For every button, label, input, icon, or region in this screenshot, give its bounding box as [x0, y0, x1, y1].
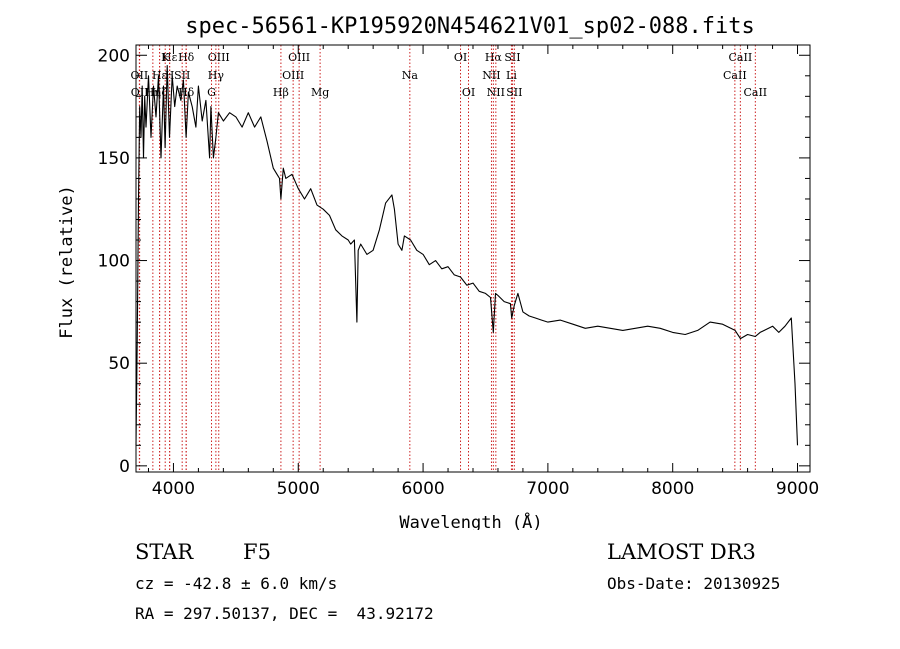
marker-label-28: CaII [723, 69, 747, 82]
marker-label-14: OIII [288, 51, 310, 64]
marker-label-11: OIII [208, 51, 230, 64]
y-tick-label-1: 50 [108, 354, 130, 374]
marker-label-4: Hε [152, 69, 168, 82]
y-tick-label-3: 150 [98, 149, 130, 169]
marker-label-1: K [161, 51, 170, 64]
x-tick-label-2: 6000 [401, 479, 444, 499]
y-axis-label: Flux (relative) [57, 185, 77, 339]
marker-label-29: CaII [743, 86, 767, 99]
marker-label-6: SII [174, 69, 190, 82]
marker-label-27: CaII [729, 51, 753, 64]
x-tick-label-0: 4000 [152, 479, 195, 499]
marker-label-16: Hβ [273, 86, 289, 99]
chart-title: spec-56561-KP195920N454621V01_sp02-088.f… [185, 14, 755, 39]
spectrum-line [135, 64, 799, 446]
y-tick-label-0: 0 [119, 457, 130, 477]
marker-label-18: Na [402, 69, 419, 82]
marker-label-24: Li [506, 69, 517, 82]
marker-label-0: Hε [162, 51, 178, 64]
y-tick-label-2: 100 [98, 252, 130, 272]
x-axis-label: Wavelength (Å) [399, 511, 542, 530]
marker-label-23: NII [482, 69, 500, 82]
x-tick-label-3: 7000 [526, 479, 569, 499]
marker-label-17: Mg [311, 86, 329, 99]
object-subclass: F5 [243, 540, 271, 564]
spectrum-chart: spec-56561-KP195920N454621V01_sp02-088.f… [57, 14, 819, 530]
marker-label-26: SII [506, 86, 522, 99]
observation-date: Obs-Date: 20130925 [607, 574, 781, 593]
plot-frame [135, 44, 811, 473]
marker-label-19: OI [454, 51, 467, 64]
x-tick-label-1: 5000 [277, 479, 320, 499]
marker-label-5: H [165, 69, 175, 82]
marker-label-20: OI [462, 86, 475, 99]
spectral-line-markers: HεKHδOIIHεHSIIOIIHηHζHδOIIIHγGOIIIOIIIHβ… [131, 45, 767, 472]
marker-label-21: Hα [485, 51, 503, 64]
survey-name: LAMOST DR3 [607, 540, 756, 564]
x-tick-label-4: 8000 [651, 479, 694, 499]
redshift-text: cz = -42.8 ± 6.0 km/s [135, 574, 338, 593]
marker-label-12: Hγ [208, 69, 225, 82]
plot-area: 4000 5000 6000 7000 8000 9000 0 50 100 150 200 [98, 44, 819, 499]
y-tick-label-4: 200 [98, 46, 130, 66]
marker-label-22: SII [504, 51, 520, 64]
marker-label-7: OII [131, 86, 149, 99]
object-class: STAR [135, 540, 194, 564]
marker-label-15: OIII [282, 69, 304, 82]
marker-label-13: G [207, 86, 216, 99]
coordinates-text: RA = 297.50137, DEC = 43.92172 [135, 604, 434, 623]
marker-label-2: Hδ [178, 51, 195, 64]
marker-label-25: NII [487, 86, 505, 99]
x-tick-label-5: 9000 [776, 479, 819, 499]
